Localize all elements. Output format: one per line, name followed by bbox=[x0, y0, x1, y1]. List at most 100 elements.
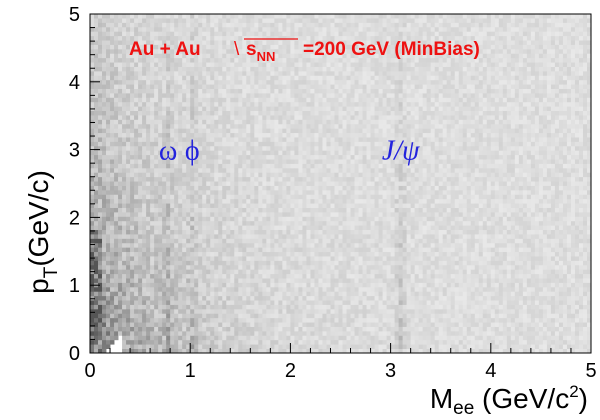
heatmap-cell bbox=[130, 57, 135, 63]
heatmap-cell bbox=[338, 123, 343, 129]
heatmap-cell bbox=[90, 189, 95, 195]
heatmap-cell bbox=[238, 291, 243, 297]
heatmap-cell bbox=[298, 308, 303, 314]
heatmap-cell bbox=[114, 150, 119, 156]
heatmap-cell bbox=[278, 308, 283, 314]
heatmap-cell bbox=[210, 286, 215, 292]
heatmap-cell bbox=[266, 229, 271, 235]
heatmap-cell bbox=[322, 154, 327, 160]
heatmap-cell bbox=[110, 110, 115, 116]
heatmap-cell bbox=[122, 348, 127, 354]
heatmap-cell bbox=[254, 18, 259, 23]
heatmap-cell bbox=[230, 313, 235, 319]
heatmap-cell bbox=[154, 322, 159, 327]
heatmap-cell bbox=[306, 185, 311, 191]
heatmap-cell bbox=[122, 44, 127, 50]
heatmap-cell bbox=[282, 75, 287, 81]
heatmap-cell bbox=[330, 194, 335, 200]
heatmap-cell bbox=[150, 234, 155, 239]
heatmap-cell bbox=[242, 238, 247, 244]
heatmap-cell bbox=[182, 26, 187, 32]
heatmap-cell bbox=[194, 40, 199, 45]
heatmap-cell bbox=[246, 234, 251, 239]
heatmap-cell bbox=[226, 75, 231, 81]
heatmap-cell bbox=[98, 216, 103, 222]
heatmap-cell bbox=[158, 48, 163, 54]
heatmap-cell bbox=[330, 128, 335, 134]
heatmap-cell bbox=[266, 242, 271, 248]
heatmap-cell bbox=[330, 132, 335, 138]
heatmap-cell bbox=[94, 251, 99, 257]
heatmap-cell bbox=[282, 101, 287, 107]
heatmap-cell bbox=[118, 154, 123, 160]
heatmap-cell bbox=[302, 273, 307, 279]
heatmap-cell bbox=[142, 238, 147, 244]
heatmap-cell bbox=[314, 35, 319, 41]
heatmap-cell bbox=[278, 106, 283, 112]
heatmap-cell bbox=[138, 119, 143, 125]
heatmap-cell bbox=[218, 229, 223, 235]
heatmap-cell bbox=[338, 326, 343, 332]
heatmap-cell bbox=[194, 53, 199, 59]
heatmap-cell bbox=[326, 335, 331, 341]
heatmap-cell bbox=[166, 97, 171, 103]
heatmap-cell bbox=[202, 106, 207, 112]
heatmap-cell bbox=[234, 260, 239, 266]
heatmap-cell bbox=[90, 317, 95, 323]
heatmap-cell bbox=[286, 313, 291, 319]
heatmap-cell bbox=[102, 300, 107, 305]
heatmap-cell bbox=[346, 62, 351, 67]
heatmap-cell bbox=[182, 264, 187, 270]
heatmap-cell bbox=[238, 40, 243, 45]
heatmap-cell bbox=[342, 278, 347, 283]
heatmap-cell bbox=[342, 101, 347, 107]
heatmap-cell bbox=[282, 256, 287, 261]
heatmap-cell bbox=[190, 322, 195, 327]
heatmap-cell bbox=[130, 185, 135, 191]
heatmap-cell bbox=[190, 203, 195, 208]
heatmap-cell bbox=[242, 163, 247, 169]
heatmap-cell bbox=[210, 260, 215, 266]
heatmap-cell bbox=[130, 304, 135, 310]
heatmap-cell bbox=[266, 278, 271, 283]
heatmap-cell bbox=[314, 242, 319, 248]
heatmap-cell bbox=[186, 31, 191, 37]
heatmap-cell bbox=[106, 62, 111, 67]
heatmap-cell bbox=[90, 119, 95, 125]
heatmap-cell bbox=[302, 141, 307, 147]
heatmap-cell bbox=[318, 282, 323, 288]
heatmap-cell bbox=[274, 256, 279, 261]
heatmap-cell bbox=[138, 229, 143, 235]
heatmap-cell bbox=[218, 106, 223, 112]
heatmap-cell bbox=[206, 229, 211, 235]
heatmap-cell bbox=[278, 229, 283, 235]
heatmap-cell bbox=[298, 128, 303, 134]
heatmap-cell bbox=[234, 291, 239, 297]
heatmap-cell bbox=[286, 247, 291, 253]
heatmap-cell bbox=[118, 264, 123, 270]
heatmap-cell bbox=[246, 13, 251, 19]
heatmap-cell bbox=[302, 286, 307, 292]
heatmap-cell bbox=[98, 308, 103, 314]
heatmap-cell bbox=[334, 97, 339, 103]
heatmap-cell bbox=[166, 159, 171, 164]
heatmap-cell bbox=[250, 339, 255, 345]
heatmap-cell bbox=[286, 317, 291, 323]
heatmap-cell bbox=[230, 308, 235, 314]
heatmap-cell bbox=[278, 207, 283, 213]
heatmap-cell bbox=[246, 35, 251, 41]
heatmap-cell bbox=[310, 203, 315, 208]
heatmap-cell bbox=[90, 330, 95, 336]
heatmap-cell bbox=[326, 97, 331, 103]
heatmap-cell bbox=[266, 163, 271, 169]
heatmap-cell bbox=[338, 185, 343, 191]
heatmap-cell bbox=[290, 304, 295, 310]
heatmap-cell bbox=[162, 62, 167, 67]
heatmap-cell bbox=[242, 300, 247, 305]
heatmap-cell bbox=[114, 330, 119, 336]
heatmap-cell bbox=[138, 101, 143, 107]
heatmap-cell bbox=[146, 273, 151, 279]
heatmap-cell bbox=[338, 132, 343, 138]
heatmap-cell bbox=[342, 300, 347, 305]
heatmap-cell bbox=[174, 304, 179, 310]
